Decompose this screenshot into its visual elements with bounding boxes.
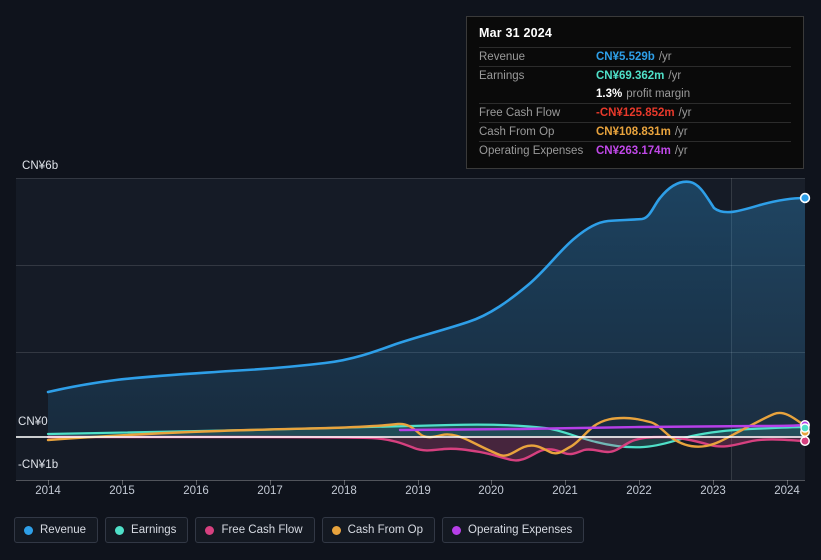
x-tick-2018 — [344, 480, 345, 485]
x-axis-label-2022: 2022 — [626, 485, 652, 497]
legend-label-earnings: Earnings — [131, 524, 177, 536]
chart-legend: Revenue Earnings Free Cash Flow Cash Fro… — [14, 517, 585, 543]
tooltip-value-earnings: CN¥69.362m — [596, 70, 665, 82]
tooltip-row-profit-margin: 1.3% profit margin — [479, 85, 791, 103]
earnings-color-swatch-icon — [115, 525, 125, 535]
operating-expenses-color-swatch-icon — [452, 525, 462, 535]
legend-item-revenue[interactable]: Revenue — [14, 517, 99, 543]
x-tick-2016 — [196, 480, 197, 485]
legend-label-revenue: Revenue — [40, 524, 87, 536]
legend-item-earnings[interactable]: Earnings — [105, 517, 189, 543]
y-axis-label-max: CN¥6b — [22, 160, 59, 172]
tooltip-row-earnings: Earnings CN¥69.362m /yr — [479, 66, 791, 85]
x-axis-line — [16, 480, 805, 481]
tooltip-unit-cash-from-op: /yr — [674, 126, 688, 138]
tooltip-date: Mar 31 2024 — [479, 26, 553, 40]
x-tick-2022 — [639, 480, 640, 485]
legend-label-cash-from-op: Cash From Op — [347, 524, 424, 536]
x-axis-label-2024: 2024 — [774, 485, 800, 497]
y-axis-label-zero: CN¥0 — [18, 416, 48, 428]
x-axis-label-2023: 2023 — [700, 485, 726, 497]
x-tick-2020 — [491, 480, 492, 485]
legend-item-operating-expenses[interactable]: Operating Expenses — [442, 517, 585, 543]
tooltip-row-free-cash-flow: Free Cash Flow -CN¥125.852m /yr — [479, 103, 791, 122]
cash-from-op-color-swatch-icon — [331, 525, 341, 535]
x-axis-label-2014: 2014 — [35, 485, 61, 497]
revenue-color-swatch-icon — [24, 525, 33, 535]
legend-item-cash-from-op[interactable]: Cash From Op — [321, 517, 436, 543]
tooltip-unit-earnings: /yr — [668, 70, 682, 82]
x-axis-label-2020: 2020 — [478, 485, 504, 497]
x-tick-2015 — [122, 480, 123, 485]
tooltip-label-operating-expenses: Operating Expenses — [479, 145, 584, 157]
tooltip-value-operating-expenses: CN¥263.174m — [596, 145, 671, 157]
plot-area-background — [16, 178, 805, 480]
x-axis-label-2018: 2018 — [331, 485, 357, 497]
legend-label-operating-expenses: Operating Expenses — [468, 524, 573, 536]
legend-item-free-cash-flow[interactable]: Free Cash Flow — [195, 517, 315, 543]
tooltip-value-profit-margin: 1.3% — [596, 88, 623, 100]
tooltip-row-operating-expenses: Operating Expenses CN¥263.174m /yr — [479, 141, 791, 160]
tooltip-value-revenue: CN¥5.529b — [596, 51, 655, 63]
x-axis-label-2021: 2021 — [552, 485, 578, 497]
x-axis-label-2015: 2015 — [109, 485, 135, 497]
x-tick-2024 — [787, 480, 788, 485]
gridline-2b — [16, 352, 805, 353]
x-tick-2019 — [418, 480, 419, 485]
free-cash-flow-color-swatch-icon — [205, 525, 215, 535]
tooltip-label-cash-from-op: Cash From Op — [479, 126, 555, 138]
x-tick-2017 — [270, 480, 271, 485]
forecast-region-shading — [731, 178, 805, 480]
x-axis-label-2017: 2017 — [257, 485, 283, 497]
tooltip-row-revenue: Revenue CN¥5.529b /yr — [479, 47, 791, 66]
tooltip-label-revenue: Revenue — [479, 51, 526, 63]
x-axis-label-2016: 2016 — [183, 485, 209, 497]
tooltip-unit-operating-expenses: /yr — [674, 145, 688, 157]
legend-label-free-cash-flow: Free Cash Flow — [221, 524, 303, 536]
tooltip-unit-free-cash-flow: /yr — [678, 107, 692, 119]
gridline-forecast-boundary — [731, 178, 732, 480]
gridline-6b — [16, 178, 805, 179]
x-tick-2023 — [713, 480, 714, 485]
tooltip-label-earnings: Earnings — [479, 70, 525, 82]
y-axis-label-min: -CN¥1b — [18, 459, 59, 471]
tooltip-value-free-cash-flow: -CN¥125.852m — [596, 107, 675, 119]
tooltip-value-cash-from-op: CN¥108.831m — [596, 126, 671, 138]
x-tick-2014 — [48, 480, 49, 485]
x-axis-label-2019: 2019 — [405, 485, 431, 497]
tooltip-row-cash-from-op: Cash From Op CN¥108.831m /yr — [479, 122, 791, 141]
tooltip-unit-profit-margin: profit margin — [626, 88, 691, 100]
zero-baseline — [16, 436, 805, 438]
gridline-4b — [16, 265, 805, 266]
tooltip-label-free-cash-flow: Free Cash Flow — [479, 107, 561, 119]
x-tick-2021 — [565, 480, 566, 485]
data-point-tooltip: Mar 31 2024 Revenue CN¥5.529b /yr Earnin… — [466, 16, 804, 169]
tooltip-unit-revenue: /yr — [658, 51, 672, 63]
